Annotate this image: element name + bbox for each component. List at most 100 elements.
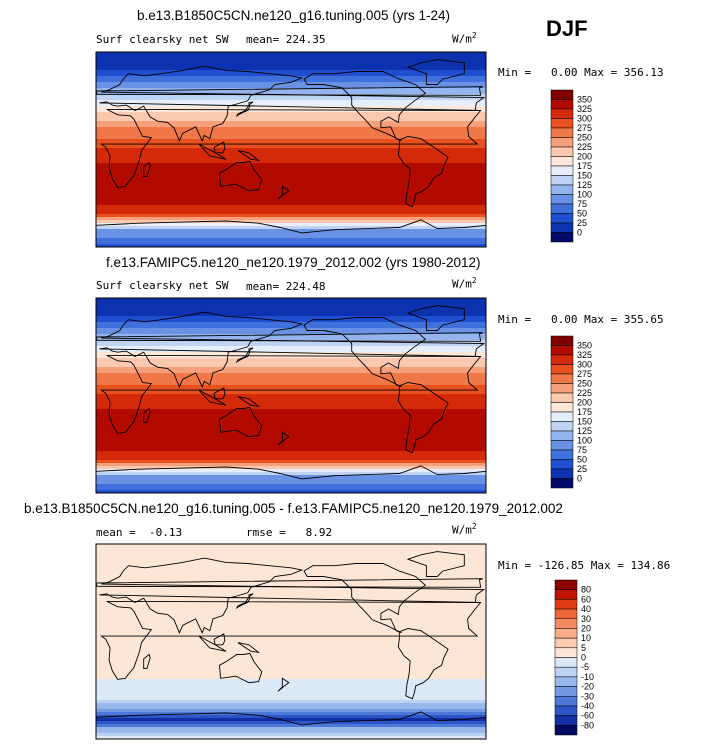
colorbar-tick-label: -60 <box>581 711 594 721</box>
colorbar-box <box>554 637 578 649</box>
map-band <box>96 232 486 236</box>
panel3-title: b.e13.B1850C5CN.ne120_g16.tuning.005 - f… <box>24 501 563 516</box>
map-band <box>96 484 486 488</box>
coastline <box>99 311 486 388</box>
colorbar-tick-label: 25 <box>577 218 587 228</box>
map-band <box>96 61 486 65</box>
map-band <box>96 643 486 647</box>
map-band <box>96 487 486 491</box>
panel1-title: b.e13.B1850C5CN.ne120_g16.tuning.005 (yr… <box>137 8 450 23</box>
map-band <box>96 379 486 383</box>
colorbar-tick-label: 350 <box>577 341 592 351</box>
colorbar-tick-label: 325 <box>577 104 592 114</box>
coastline <box>303 317 427 388</box>
map-band <box>96 694 486 698</box>
coastline <box>198 633 227 652</box>
colorbar-box <box>550 459 574 470</box>
colorbar-tick-label: -40 <box>581 701 594 711</box>
colorbar-tick-label: 0 <box>577 474 582 484</box>
map-band <box>96 604 486 608</box>
map-band <box>96 445 486 449</box>
colorbar-tick-label: -30 <box>581 691 594 701</box>
map-band <box>96 109 486 113</box>
colorbar-box <box>550 203 574 214</box>
coastline <box>143 161 151 178</box>
map-band <box>96 544 486 548</box>
colorbar-tick-label: 350 <box>577 95 592 105</box>
map-band <box>96 550 486 554</box>
map-band <box>96 478 486 482</box>
colorbar-box <box>550 478 574 489</box>
panel3-units: W/m2 <box>452 522 477 537</box>
colorbar-tick-label: 200 <box>577 152 592 162</box>
coastline <box>143 653 151 670</box>
map-band <box>96 670 486 674</box>
panel3-rmse: rmse = 8.92 <box>246 526 333 539</box>
coastline <box>397 136 449 208</box>
map-band <box>96 133 486 137</box>
season-label: DJF <box>546 16 588 41</box>
map-band <box>96 583 486 587</box>
map-band <box>96 589 486 593</box>
map-band <box>96 214 486 218</box>
colorbar-tick-label: 150 <box>577 171 592 181</box>
map-band <box>96 460 486 464</box>
map-band <box>96 406 486 410</box>
colorbar-tick-label: 275 <box>577 369 592 379</box>
colorbar-box <box>554 676 578 687</box>
colorbar-box <box>550 194 574 205</box>
colorbar-box <box>550 137 574 148</box>
colorbar-tick-label: 175 <box>577 407 592 417</box>
map-band <box>96 424 486 428</box>
map-band <box>96 208 486 212</box>
map-band <box>96 547 486 551</box>
map-band <box>96 160 486 164</box>
coastline <box>95 219 487 234</box>
map-band <box>96 451 486 455</box>
map-band <box>96 82 486 86</box>
colorbar-box <box>550 373 574 384</box>
map-band <box>96 175 486 179</box>
colorbar-box <box>550 468 574 479</box>
colorbar-tick-label: -80 <box>581 720 594 730</box>
panel2-map <box>95 297 487 494</box>
coastline <box>397 628 449 700</box>
map-band <box>96 121 486 125</box>
map-band <box>96 328 486 332</box>
map-band <box>96 610 486 614</box>
colorbar-box <box>550 449 574 460</box>
map-band <box>96 595 486 599</box>
colorbar-box <box>550 165 574 176</box>
colorbar-tick-label: 100 <box>577 190 592 200</box>
map-band <box>96 124 486 128</box>
map-band <box>96 664 486 668</box>
colorbar-box <box>550 430 574 441</box>
map-band <box>96 676 486 680</box>
map-band <box>96 463 486 467</box>
map-band <box>96 319 486 323</box>
map-band <box>96 187 486 191</box>
map-band <box>96 322 486 326</box>
map-band <box>96 601 486 605</box>
map-band <box>96 310 486 314</box>
colorbar-tick-label: 50 <box>577 455 587 465</box>
map-band <box>96 646 486 650</box>
map-band <box>96 238 486 242</box>
map-band <box>96 169 486 173</box>
coastline <box>235 101 254 118</box>
map-band <box>96 349 486 353</box>
colorbar-box <box>550 335 574 346</box>
map-band <box>96 127 486 131</box>
map-band <box>96 400 486 404</box>
map-band <box>96 574 486 578</box>
map-band <box>96 409 486 413</box>
map-band <box>96 205 486 209</box>
coastline <box>219 160 263 192</box>
colorbar-box <box>554 589 578 600</box>
colorbar-box <box>550 364 574 375</box>
colorbar-tick-label: 40 <box>581 604 591 614</box>
map-band <box>96 655 486 659</box>
map-band <box>96 199 486 203</box>
colorbar-box <box>550 222 574 233</box>
